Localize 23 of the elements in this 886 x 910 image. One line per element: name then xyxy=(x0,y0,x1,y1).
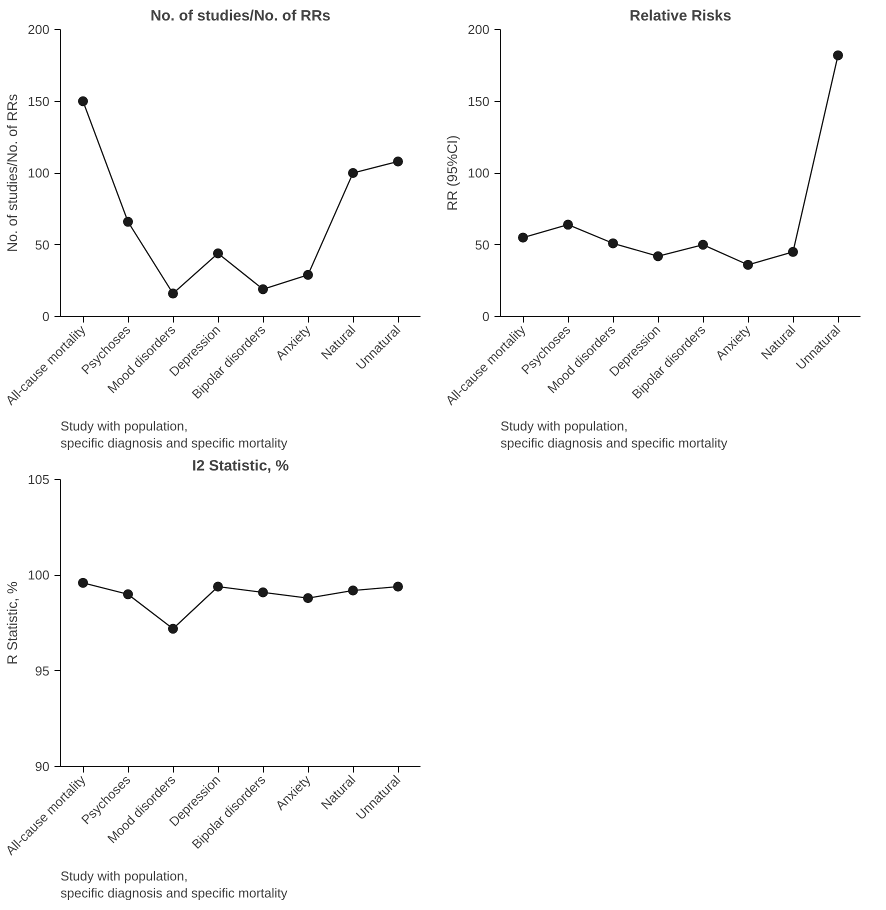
y-tick-label: 150 xyxy=(28,94,50,109)
y-tick-label: 150 xyxy=(468,94,490,109)
y-tick-label: 95 xyxy=(35,663,50,678)
text: Study with population, specific diagnosis and specific mortality xyxy=(500,418,728,450)
y-tick-label: 50 xyxy=(475,237,490,252)
y-axis-title: RR (95%CI) xyxy=(444,135,460,211)
text: Study with population, specific diagnosis and specific mortality xyxy=(60,418,288,450)
y-tick-label: 90 xyxy=(35,759,50,774)
y-tick-label: 50 xyxy=(35,237,50,252)
y-axis-title: No. of studies/No. of RRs xyxy=(4,94,20,252)
y-tick-label: 105 xyxy=(28,472,50,487)
y-tick-label: 100 xyxy=(468,166,490,180)
y-tick-label: 200 xyxy=(28,22,50,37)
y-tick-label: 200 xyxy=(468,22,490,37)
y-tick-label: 100 xyxy=(28,568,50,583)
y-axis-title: R Statistic, % xyxy=(4,581,20,665)
chart-title: Relative Risks xyxy=(630,8,732,24)
text: Study with population, specific diagnosis and specific mortality xyxy=(60,868,288,900)
chart-title: No. of studies/No. of RRs xyxy=(150,8,330,24)
y-tick-label: 0 xyxy=(42,309,50,324)
y-tick-label: 100 xyxy=(28,166,50,180)
y-tick-label: 0 xyxy=(482,309,490,324)
chart-title: I2 Statistic, % xyxy=(192,458,289,474)
